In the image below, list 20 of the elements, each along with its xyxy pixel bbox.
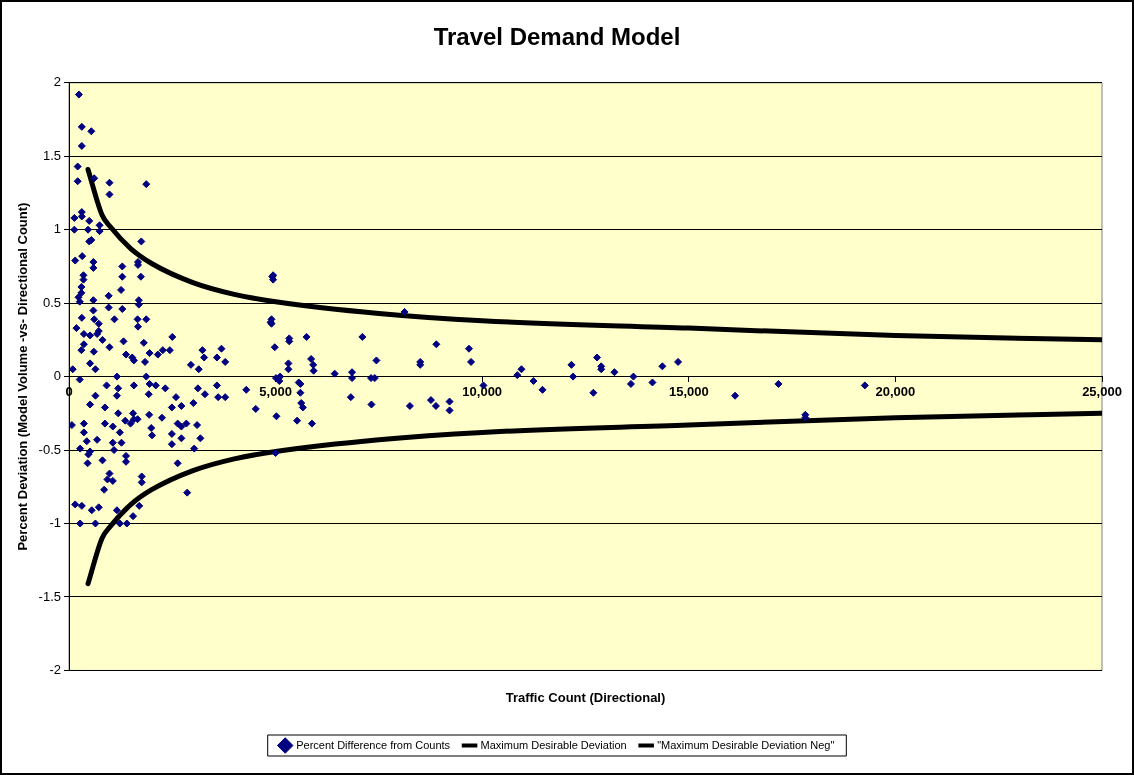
legend-label: "Maximum Desirable Deviation Neg" bbox=[657, 738, 835, 751]
y-tick-label: 2 bbox=[53, 74, 61, 90]
y-tick-label: 0.5 bbox=[42, 294, 61, 310]
y-tick-label: -0.5 bbox=[38, 441, 61, 457]
x-axis-title: Traffic Count (Directional) bbox=[505, 689, 666, 705]
y-tick-label: -1.5 bbox=[38, 588, 61, 604]
y-tick-label: -2 bbox=[49, 661, 61, 677]
x-tick-label: 5,000 bbox=[259, 383, 292, 399]
chart-title: Travel Demand Model bbox=[433, 23, 681, 51]
y-tick-label: -1 bbox=[49, 515, 61, 531]
legend-label: Percent Difference from Counts bbox=[296, 738, 451, 751]
x-tick-label: 15,000 bbox=[668, 383, 709, 399]
x-tick-label: 10,000 bbox=[462, 383, 503, 399]
y-tick-label: 1.5 bbox=[42, 147, 61, 163]
y-tick-label: 1 bbox=[53, 221, 61, 237]
x-tick-label: 25,000 bbox=[1082, 383, 1122, 399]
y-tick-label: 0 bbox=[53, 368, 61, 384]
legend-label: Maximum Desirable Deviation bbox=[480, 738, 627, 751]
y-axis-title: Percent Deviation (Model Volume -vs- Directional Count) bbox=[15, 202, 31, 551]
x-tick-label: 20,000 bbox=[875, 383, 916, 399]
